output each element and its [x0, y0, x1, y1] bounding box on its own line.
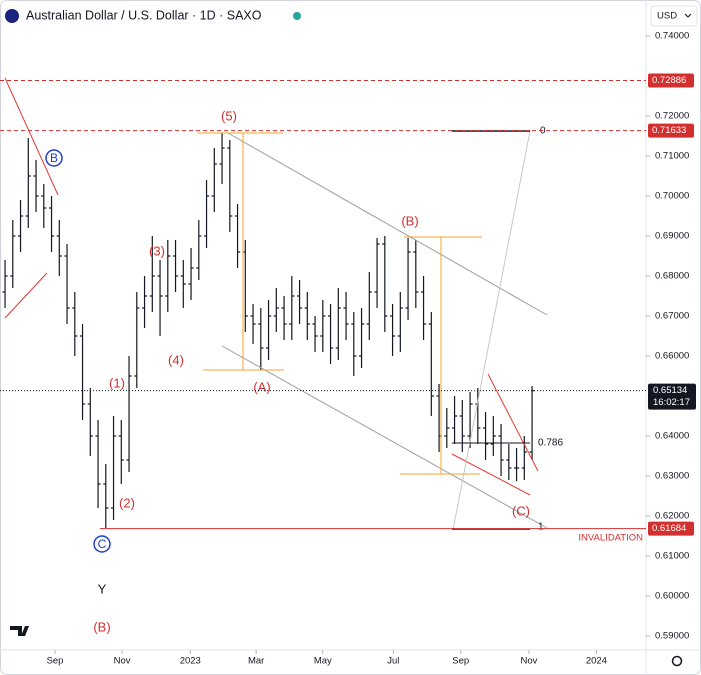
level-label: 0.72886 [652, 75, 686, 86]
wave-circle [93, 535, 111, 553]
trend-line [4, 272, 48, 319]
x-tick-label: Sep [47, 656, 64, 667]
currency-button[interactable] [650, 5, 698, 27]
wave-label: B [50, 151, 58, 165]
symbol-flag [5, 9, 19, 23]
level-tag [648, 123, 694, 138]
last-price-tag [648, 383, 696, 410]
x-tick-label: May [314, 656, 332, 667]
x-tick-label: Nov [521, 656, 538, 667]
trend-line [4, 77, 59, 196]
wave-label: Y [98, 581, 107, 596]
plot [2, 133, 535, 528]
countdown-label: 16:02:17 [653, 397, 690, 408]
trend-line [487, 373, 539, 472]
wave-circle [45, 149, 63, 167]
last-price-label: 0.65134 [653, 385, 687, 396]
logo [10, 626, 29, 636]
currency-label: USD [657, 11, 677, 22]
wave-label: (A) [253, 379, 270, 394]
wave-label: (4) [168, 352, 184, 367]
wave-label: (2) [119, 495, 135, 510]
trend-line [451, 453, 531, 496]
x-tick-label: 2024 [586, 656, 607, 667]
y-tick-label: 0.64000 [655, 431, 689, 442]
wave-label: (B) [401, 213, 418, 228]
market-status [293, 12, 301, 20]
fib-label: 0.786 [538, 438, 563, 449]
settings-icon[interactable] [671, 655, 683, 667]
y-tick-label: 0.67000 [655, 311, 689, 322]
y-tick-label: 0.70000 [655, 191, 689, 202]
wave-label: (C) [512, 503, 530, 518]
y-tick-label: 0.66000 [655, 351, 689, 362]
dropdown-icon [684, 13, 692, 18]
y-tick-label: 0.63000 [655, 471, 689, 482]
x-tick-label: Jul [387, 656, 399, 667]
chart-title: Australian Dollar / U.S. Dollar · 1D · S… [26, 8, 262, 22]
level-tag [648, 73, 694, 88]
level-label: 0.71633 [652, 125, 686, 136]
wave-label: (B) [93, 619, 110, 634]
channel-line [227, 132, 548, 316]
y-tick-label: 0.71000 [655, 151, 689, 162]
y-tick-label: 0.68000 [655, 271, 689, 282]
level-tag [648, 521, 694, 536]
y-tick-label: 0.62000 [655, 511, 689, 522]
wave-label: (3) [149, 243, 165, 258]
wave-label: C [98, 537, 107, 551]
y-tick-label: 0.69000 [655, 231, 689, 242]
x-tick-label: 2023 [180, 656, 201, 667]
invalidation-label: INVALIDATION [578, 533, 643, 544]
x-tick-label: Mar [248, 656, 264, 667]
y-tick-label: 0.60000 [655, 591, 689, 602]
y-tick-label: 0.59000 [655, 631, 689, 642]
y-tick-label: 0.61000 [655, 551, 689, 562]
level-label: 0.61684 [652, 523, 686, 534]
x-tick-label: Sep [452, 656, 469, 667]
wave-label: (1) [109, 375, 125, 390]
y-tick-label: 0.74000 [655, 31, 689, 42]
fib-diagonal [452, 130, 531, 531]
y-tick-label: 0.72000 [655, 111, 689, 122]
wave-label: (5) [221, 108, 237, 123]
fib-label: 1 [538, 522, 544, 533]
measure [198, 132, 482, 475]
x-tick-label: Nov [114, 656, 131, 667]
channel-line [221, 345, 548, 529]
